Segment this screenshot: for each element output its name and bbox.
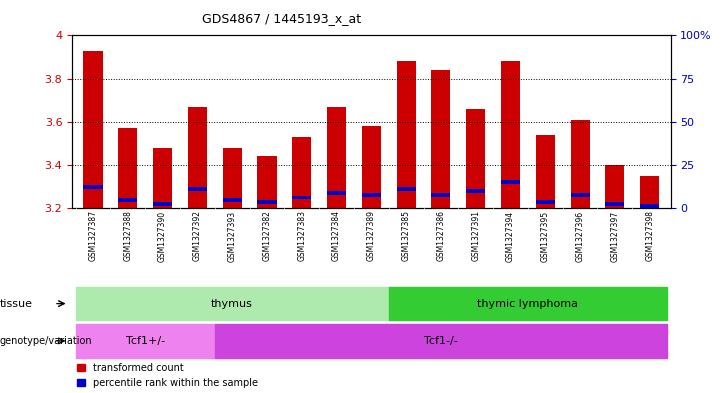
Text: GSM1327398: GSM1327398: [645, 210, 654, 261]
Bar: [501, 61, 520, 208]
Text: GSM1327383: GSM1327383: [297, 210, 306, 261]
Bar: [362, 126, 381, 208]
Bar: [570, 119, 590, 208]
Bar: [223, 148, 242, 208]
Text: GSM1327389: GSM1327389: [367, 210, 376, 261]
Bar: [257, 200, 277, 204]
Text: GSM1327392: GSM1327392: [193, 210, 202, 261]
Bar: [118, 128, 137, 208]
Text: GSM1327393: GSM1327393: [228, 210, 236, 261]
Bar: [536, 200, 555, 204]
Bar: [606, 202, 624, 206]
Text: Tcf1+/-: Tcf1+/-: [125, 336, 164, 346]
Bar: [606, 165, 624, 208]
Text: GSM1327390: GSM1327390: [158, 210, 167, 261]
Bar: [84, 50, 102, 208]
Text: GSM1327386: GSM1327386: [436, 210, 446, 261]
Bar: [215, 324, 667, 358]
Bar: [292, 137, 311, 208]
Text: GSM1327397: GSM1327397: [611, 210, 619, 261]
Bar: [153, 148, 172, 208]
Text: GSM1327396: GSM1327396: [575, 210, 585, 261]
Text: GSM1327385: GSM1327385: [402, 210, 410, 261]
Bar: [640, 176, 659, 208]
Bar: [536, 135, 555, 208]
Bar: [389, 287, 667, 320]
Bar: [397, 187, 416, 191]
Bar: [187, 107, 207, 208]
Bar: [431, 193, 451, 197]
Bar: [292, 196, 311, 199]
Text: GSM1327384: GSM1327384: [332, 210, 341, 261]
Bar: [257, 156, 277, 208]
Text: GSM1327387: GSM1327387: [89, 210, 97, 261]
Bar: [397, 61, 416, 208]
Text: tissue: tissue: [0, 299, 33, 309]
Text: GSM1327391: GSM1327391: [472, 210, 480, 261]
Bar: [187, 187, 207, 191]
Bar: [466, 109, 485, 208]
Text: thymus: thymus: [211, 299, 253, 309]
Bar: [570, 193, 590, 197]
Bar: [118, 198, 137, 202]
Text: GSM1327394: GSM1327394: [506, 210, 515, 261]
Bar: [640, 204, 659, 208]
Bar: [501, 180, 520, 184]
Bar: [327, 191, 346, 195]
Text: GSM1327395: GSM1327395: [541, 210, 550, 261]
Text: genotype/variation: genotype/variation: [0, 336, 92, 346]
Bar: [84, 185, 102, 189]
Bar: [327, 107, 346, 208]
Bar: [431, 70, 451, 208]
Legend: transformed count, percentile rank within the sample: transformed count, percentile rank withi…: [77, 363, 257, 388]
Bar: [76, 324, 215, 358]
Text: GSM1327382: GSM1327382: [262, 210, 271, 261]
Bar: [466, 189, 485, 193]
Text: GDS4867 / 1445193_x_at: GDS4867 / 1445193_x_at: [202, 12, 361, 25]
Bar: [223, 198, 242, 202]
Bar: [76, 287, 389, 320]
Text: Tcf1-/-: Tcf1-/-: [424, 336, 458, 346]
Bar: [362, 193, 381, 197]
Text: thymic lymphoma: thymic lymphoma: [477, 299, 578, 309]
Text: GSM1327388: GSM1327388: [123, 210, 132, 261]
Bar: [153, 202, 172, 206]
